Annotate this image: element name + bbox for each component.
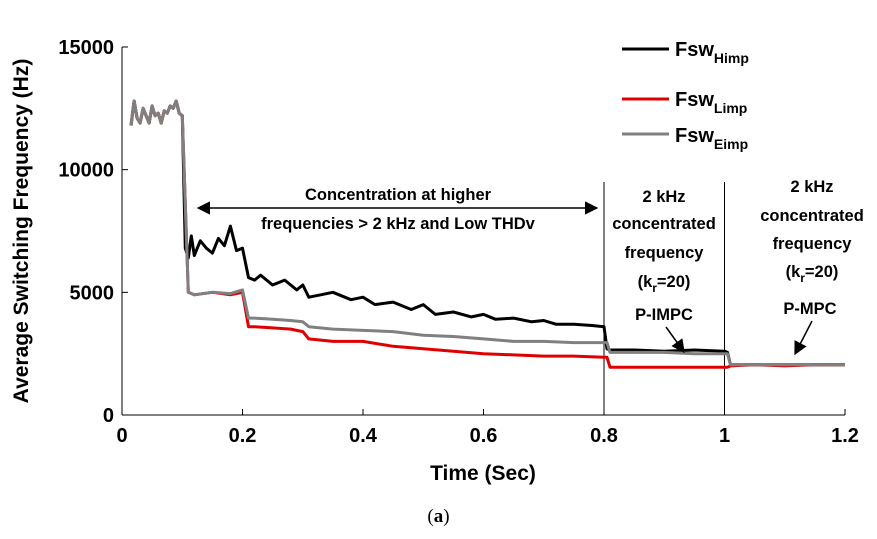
ticks: 0 0.2 0.4 0.6 0.8 1 1.2 0 5000 10000 15000 bbox=[58, 37, 859, 447]
pimpc-arrow bbox=[665, 326, 685, 354]
legend-item-eimp: FswEimp bbox=[622, 125, 748, 152]
figure-caption: (a) bbox=[427, 506, 450, 527]
y-axis-title: Average Switching Frequency (Hz) bbox=[10, 59, 33, 404]
mid-text-line3: frequency bbox=[625, 244, 705, 262]
pmpc-annotation: 2 kHz concentrated frequency (kr=20) P-M… bbox=[760, 178, 864, 356]
right-text-kr: (kr=20) bbox=[786, 263, 839, 285]
legend-label-eimp: FswEimp bbox=[675, 125, 748, 152]
chart: 0 0.2 0.4 0.6 0.8 1 1.2 0 5000 10000 15000 Time (S… bbox=[10, 37, 864, 485]
reference-lines bbox=[603, 182, 725, 415]
legend: FswHimp FswLimp FswEimp bbox=[622, 39, 749, 152]
series-lines bbox=[129, 99, 845, 369]
mid-text-line2: concentrated bbox=[612, 215, 716, 233]
right-text-line1: 2 kHz bbox=[790, 178, 833, 196]
y-tick-label: 10000 bbox=[58, 160, 114, 182]
y-tick-label: 15000 bbox=[58, 37, 114, 59]
legend-item-limp: FswLimp bbox=[622, 89, 747, 116]
right-text-label: P-MPC bbox=[783, 300, 836, 318]
mid-text-line1: 2 kHz bbox=[642, 188, 685, 206]
concentration-text-line2: frequencies > 2 kHz and Low THDv bbox=[261, 215, 536, 233]
x-tick-label: 0.4 bbox=[349, 425, 378, 447]
x-axis-title: Time (Sec) bbox=[430, 462, 536, 485]
y-tick-label: 0 bbox=[103, 405, 114, 427]
legend-item-himp: FswHimp bbox=[622, 39, 749, 66]
legend-label-himp: FswHimp bbox=[675, 39, 749, 66]
pmpc-arrow bbox=[794, 320, 813, 356]
mid-text-kr: (kr=20) bbox=[638, 273, 691, 295]
x-tick-label: 0.2 bbox=[229, 425, 257, 447]
mid-text-label: P-IMPC bbox=[635, 306, 693, 324]
x-tick-label: 0.8 bbox=[590, 425, 618, 447]
x-tick-label: 0 bbox=[116, 425, 127, 447]
caption-letter: a bbox=[433, 506, 444, 527]
x-tick-label: 1 bbox=[719, 425, 730, 447]
x-tick-label: 0.6 bbox=[470, 425, 498, 447]
right-text-line2: concentrated bbox=[760, 207, 864, 225]
legend-label-limp: FswLimp bbox=[675, 89, 747, 116]
right-text-line3: frequency bbox=[773, 235, 853, 253]
series-line-eimp bbox=[129, 99, 845, 367]
concentration-text-line1: Concentration at higher bbox=[305, 186, 492, 204]
x-tick-label: 1.2 bbox=[831, 425, 859, 447]
concentration-annotation: Concentration at higher frequencies > 2 … bbox=[196, 186, 599, 233]
y-tick-label: 5000 bbox=[70, 282, 115, 304]
pimpc-annotation: 2 kHz concentrated frequency (kr=20) P-I… bbox=[612, 188, 716, 354]
